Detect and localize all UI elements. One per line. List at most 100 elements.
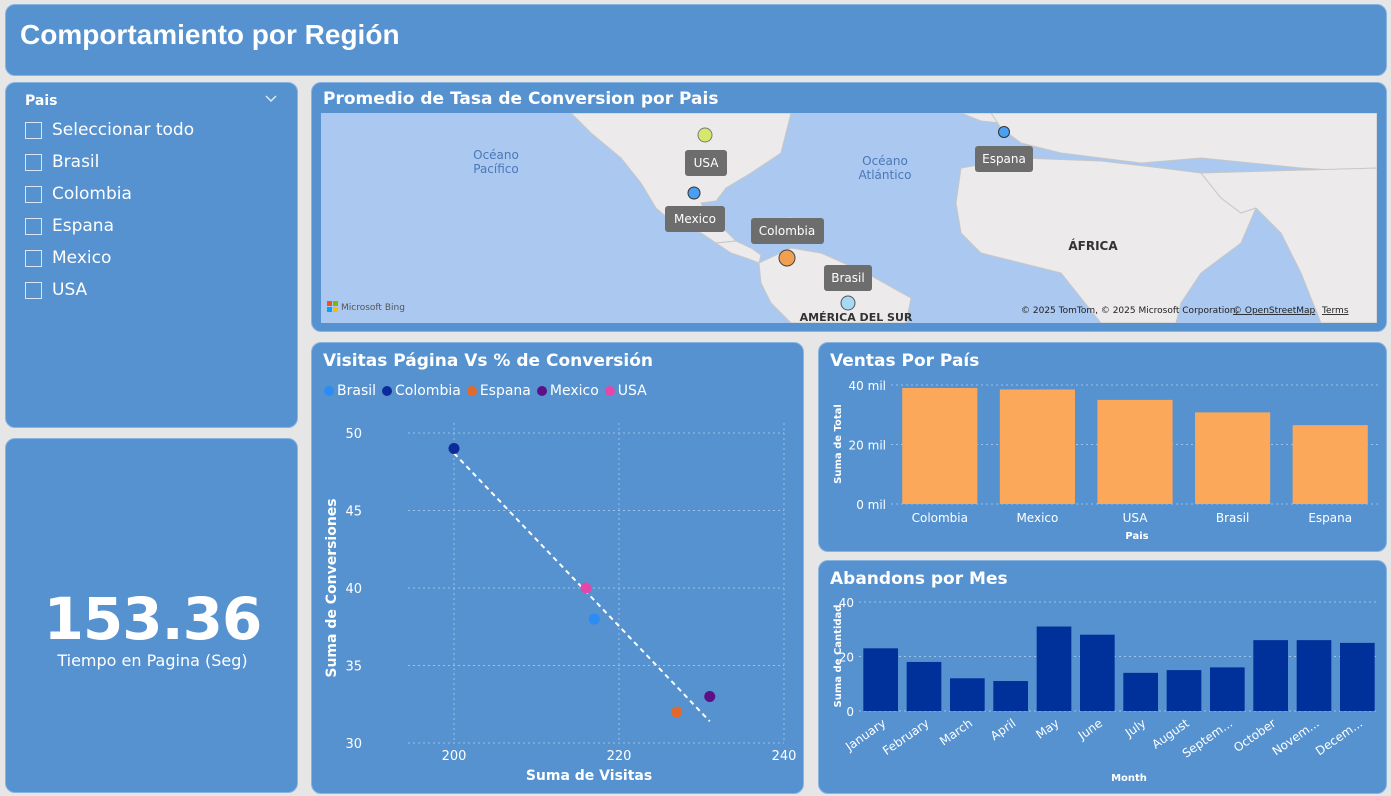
x-tick-label: February xyxy=(880,716,932,758)
slicer-item-label: Colombia xyxy=(52,184,132,204)
checkbox[interactable] xyxy=(25,249,42,267)
ventas-bar-chart-card: Ventas Por País 0 mil 20 mil 40 mil Colombi… xyxy=(818,342,1387,552)
terms-link[interactable]: Terms xyxy=(1321,306,1349,316)
page-title: Comportamiento por Región xyxy=(20,19,400,50)
map-marker-mexico[interactable]: Mexico xyxy=(665,186,725,232)
x-tick-label: Espana xyxy=(1308,511,1352,525)
bar xyxy=(1123,672,1158,711)
africa-land xyxy=(955,157,1257,323)
ocean-atlantic-label-1: Océano xyxy=(862,154,908,168)
scatter-point xyxy=(704,691,716,702)
map-marker-usa[interactable]: USA xyxy=(685,127,727,176)
legend-item-espana[interactable]: Espana xyxy=(466,383,531,399)
map-marker-label: Brasil xyxy=(831,271,864,285)
scatter-point xyxy=(580,582,592,594)
central-america-land xyxy=(714,240,762,264)
legend-dot xyxy=(604,386,615,396)
legend-dot xyxy=(382,386,393,396)
bar xyxy=(1195,412,1271,504)
slicer-item-label: Seleccionar todo xyxy=(52,120,195,140)
y-axis-label: Suma de Conversiones xyxy=(324,498,340,677)
bar xyxy=(1296,640,1332,711)
bing-label: Microsoft Bing xyxy=(341,303,405,313)
map-title: Promedio de Tasa de Conversion por Pais xyxy=(323,89,719,109)
chart-title: Abandons por Mes xyxy=(830,569,1008,589)
x-tick-label: March xyxy=(937,716,975,748)
x-tick-label: April xyxy=(988,716,1019,743)
legend-item-mexico[interactable]: Mexico xyxy=(536,383,599,399)
ocean-atlantic-label-2: Atlántico xyxy=(859,168,912,182)
map-marker-colombia[interactable]: Colombia xyxy=(751,218,824,267)
checkbox[interactable] xyxy=(25,281,42,299)
bar xyxy=(902,387,978,504)
y-tick-label: 50 xyxy=(345,427,362,442)
x-axis-label: Suma de Visitas xyxy=(526,768,652,784)
map-marker-espana[interactable]: Espana xyxy=(975,126,1033,173)
slicer-item-brasil[interactable]: Brasil xyxy=(25,152,99,172)
legend-dot xyxy=(466,386,477,396)
checkbox[interactable] xyxy=(25,121,42,139)
bar xyxy=(993,681,1028,711)
ocean-pacific-label-1: Océano xyxy=(473,148,519,162)
y-tick-label: 30 xyxy=(345,737,362,752)
ventas-bar-chart[interactable]: 0 mil 20 mil 40 mil Colombia Mexico USA Brasil… xyxy=(819,343,1387,552)
bar xyxy=(906,661,942,711)
legend-item-brasil[interactable]: Brasil xyxy=(324,383,376,399)
bar xyxy=(1166,670,1202,711)
legend-item-colombia[interactable]: Colombia xyxy=(382,383,461,399)
x-tick-label: May xyxy=(1033,716,1061,742)
slicer-item-usa[interactable]: USA xyxy=(25,280,87,300)
scatter-point xyxy=(448,443,460,454)
continent-africa-label: ÁFRICA xyxy=(1068,238,1118,253)
y-tick-label: 20 xyxy=(839,651,854,665)
slicer-item-colombia[interactable]: Colombia xyxy=(25,184,132,204)
slicer-item-select-all[interactable]: Seleccionar todo xyxy=(25,120,194,140)
asia-land xyxy=(1199,167,1377,323)
slicer-item-label: Espana xyxy=(52,216,114,236)
scatter-plot[interactable]: 30 35 40 45 50 200 220 240 Suma de Visitas Suma d… xyxy=(312,343,804,794)
bar xyxy=(1210,667,1245,711)
bar xyxy=(1036,626,1072,711)
map-marker-label: USA xyxy=(694,156,720,170)
x-axis-label: Pais xyxy=(1125,531,1148,542)
world-map[interactable]: Océano Pacífico Océano Atlántico ÁFRICA … xyxy=(321,113,1377,323)
scatter-point xyxy=(588,613,600,625)
map-marker-label: Espana xyxy=(982,152,1026,166)
legend-label: USA xyxy=(617,383,647,399)
checkbox[interactable] xyxy=(25,153,42,171)
slicer-item-label: USA xyxy=(52,280,88,300)
legend-label: Mexico xyxy=(549,383,599,399)
x-tick-label: Brasil xyxy=(1216,511,1249,525)
bar xyxy=(1292,425,1368,504)
legend-item-usa[interactable]: USA xyxy=(604,383,647,399)
slicer-title: Pais xyxy=(25,93,58,109)
continent-sa-label: AMÉRICA DEL SUR xyxy=(800,311,913,323)
kpi-label: Tiempo en Pagina (Seg) xyxy=(57,651,248,670)
chevron-down-icon[interactable] xyxy=(263,91,279,107)
bing-logo: Microsoft Bing xyxy=(327,301,405,313)
kpi-value: 153.36 xyxy=(43,585,263,653)
checkbox[interactable] xyxy=(25,185,42,203)
bar xyxy=(1340,642,1375,711)
openstreetmap-link[interactable]: © OpenStreetMap xyxy=(1233,306,1316,316)
slicer-item-mexico[interactable]: Mexico xyxy=(25,248,111,268)
x-tick-label: 220 xyxy=(607,749,632,764)
x-tick-label: USA xyxy=(1123,511,1149,525)
x-tick-label: 240 xyxy=(772,749,797,764)
y-tick-label: 40 xyxy=(345,582,362,597)
legend-label: Espana xyxy=(479,383,531,399)
bar xyxy=(999,389,1075,504)
ocean-pacific-label-2: Pacífico xyxy=(473,162,518,176)
y-tick-label: 0 xyxy=(846,705,854,719)
map-marker-brasil[interactable]: Brasil xyxy=(824,265,872,311)
checkbox[interactable] xyxy=(25,217,42,235)
y-tick-label: 20 mil xyxy=(849,439,886,453)
chart-title: Visitas Página Vs % de Conversión xyxy=(323,351,653,371)
chart-title: Ventas Por País xyxy=(830,351,980,371)
x-tick-label: June xyxy=(1075,716,1105,743)
slicer-item-espana[interactable]: Espana xyxy=(25,216,114,236)
chart-legend: Brasil Colombia Espana Mexico USA xyxy=(324,383,653,399)
y-tick-label: 40 mil xyxy=(849,379,886,393)
map-attribution: © 2025 TomTom, © 2025 Microsoft Corporat… xyxy=(1021,306,1238,316)
